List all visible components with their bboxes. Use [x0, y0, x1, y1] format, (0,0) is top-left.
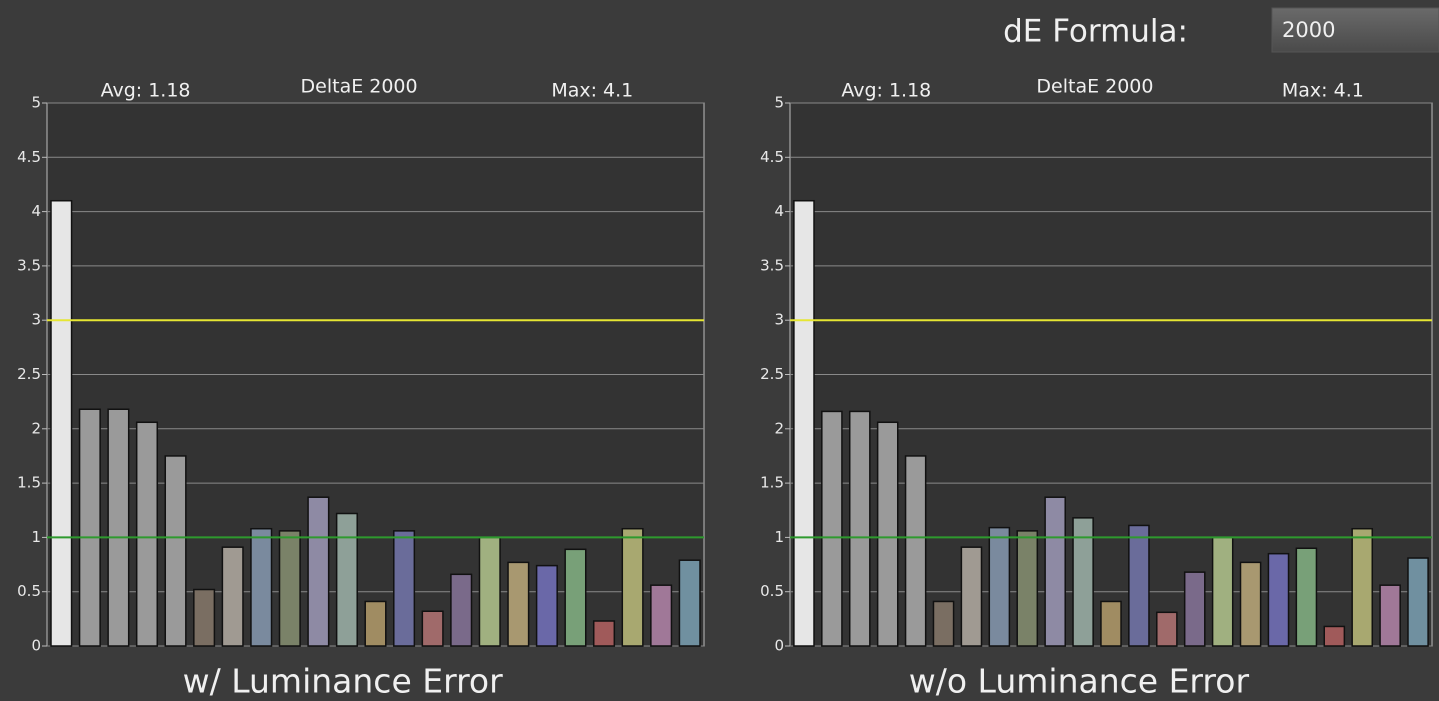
- bar: [164, 455, 187, 647]
- y-tick-label: 3.5: [17, 256, 41, 274]
- y-tick-label: 2: [774, 419, 784, 437]
- bar: [904, 455, 927, 647]
- bar: [78, 408, 101, 647]
- chart-caption: w/ Luminance Error: [183, 662, 503, 701]
- formula-dropdown[interactable]: 2000: [1271, 7, 1439, 53]
- bar: [621, 527, 644, 647]
- bar: [1016, 530, 1039, 647]
- dropdown-box[interactable]: [1271, 7, 1439, 53]
- bar: [1379, 584, 1401, 647]
- y-tick-label: 2.5: [17, 365, 41, 383]
- bar: [876, 421, 899, 647]
- max-annotation: Max: 4.1: [551, 80, 633, 102]
- y-tick-label: 0.5: [760, 582, 784, 600]
- bar: [821, 410, 843, 647]
- bar: [1351, 527, 1374, 647]
- chart-title: DeltaE 2000: [301, 76, 418, 98]
- bar: [1323, 625, 1346, 647]
- bar: [421, 610, 444, 647]
- bar: [564, 548, 587, 647]
- y-tick-label: 1: [31, 528, 41, 546]
- y-tick-label: 1.5: [760, 474, 784, 492]
- y-tick-label: 0.5: [17, 582, 41, 600]
- dropdown-value[interactable]: 2000: [1282, 18, 1335, 42]
- bar: [1044, 496, 1066, 647]
- bar: [450, 573, 473, 647]
- y-tick-label: 2: [31, 419, 41, 437]
- bar: [592, 620, 616, 647]
- chart-title: DeltaE 2000: [1036, 76, 1153, 98]
- bar: [507, 561, 530, 647]
- bar: [1156, 611, 1178, 647]
- bar: [1183, 571, 1206, 647]
- bar: [364, 600, 387, 647]
- y-tick-label: 3: [31, 311, 41, 329]
- y-tick-label: 4: [31, 202, 41, 220]
- bar: [535, 564, 558, 647]
- y-tick-label: 5: [774, 94, 784, 112]
- y-tick-label: 1: [774, 528, 784, 546]
- bar: [793, 199, 815, 647]
- avg-annotation: Avg: 1.18: [841, 80, 931, 102]
- bar: [307, 496, 330, 647]
- bar: [135, 421, 159, 647]
- bar: [278, 530, 301, 647]
- max-annotation: Max: 4.1: [1282, 80, 1364, 102]
- bar: [393, 530, 416, 647]
- y-tick-label: 1.5: [17, 474, 41, 492]
- bar: [650, 584, 673, 647]
- y-tick-label: 3.5: [760, 256, 784, 274]
- bar: [193, 588, 216, 647]
- y-tick-label: 4.5: [760, 148, 784, 166]
- formula-label: dE Formula:: [1003, 14, 1188, 50]
- y-tick-label: 0: [774, 637, 784, 655]
- y-tick-label: 4.5: [17, 148, 41, 166]
- bar: [1407, 557, 1429, 647]
- bar: [1295, 547, 1318, 647]
- bar: [1211, 536, 1234, 647]
- avg-annotation: Avg: 1.18: [101, 80, 191, 102]
- y-tick-label: 2.5: [760, 365, 784, 383]
- bar: [960, 546, 983, 647]
- chart-caption: w/o Luminance Error: [909, 662, 1250, 701]
- bar: [1072, 517, 1094, 647]
- y-tick-label: 5: [31, 94, 41, 112]
- bar: [335, 512, 358, 647]
- bar: [1239, 561, 1262, 647]
- bar: [988, 526, 1011, 647]
- y-tick-label: 3: [774, 311, 784, 329]
- bar: [848, 410, 871, 647]
- bar: [1128, 524, 1150, 647]
- bar: [221, 546, 244, 647]
- bar: [932, 600, 955, 647]
- bar: [1267, 552, 1290, 647]
- y-tick-label: 4: [774, 202, 784, 220]
- y-tick-label: 0: [31, 637, 41, 655]
- bar: [250, 527, 273, 647]
- bar: [107, 408, 130, 647]
- bar: [678, 559, 701, 647]
- bar: [478, 536, 501, 647]
- bar: [1100, 600, 1122, 647]
- bar: [50, 199, 73, 647]
